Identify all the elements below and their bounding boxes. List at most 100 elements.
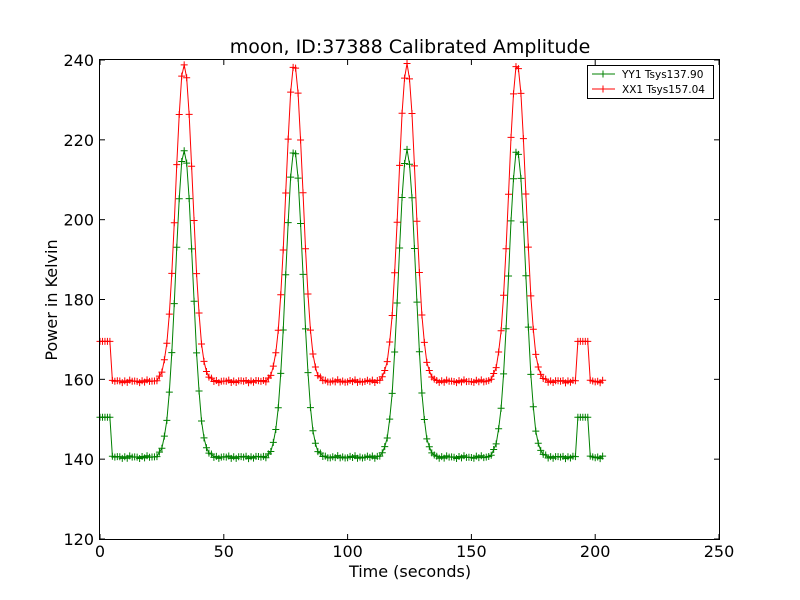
data-point [406, 160, 413, 168]
data-point [386, 338, 394, 346]
data-point [267, 371, 275, 379]
data-point [393, 218, 401, 226]
data-point [262, 378, 270, 386]
data-point [388, 389, 396, 397]
data-point [522, 272, 530, 280]
data-point [155, 448, 163, 456]
data-point [309, 350, 317, 358]
data-point [507, 133, 515, 141]
chart-title: moon, ID:37388 Calibrated Amplitude [230, 36, 591, 58]
data-point [420, 415, 428, 423]
data-point [415, 268, 423, 276]
data-point [517, 89, 525, 97]
data-point [284, 219, 292, 227]
data-point [302, 245, 310, 253]
data-point [410, 245, 418, 253]
data-point [163, 416, 171, 424]
data-point [190, 297, 198, 305]
data-point [284, 135, 292, 143]
data-point [160, 432, 168, 440]
series-0 [96, 145, 607, 463]
data-point [418, 311, 426, 319]
data-point [396, 244, 404, 252]
data-point [524, 243, 532, 251]
y-tick-label: 180 [63, 291, 94, 310]
data-point [497, 404, 505, 412]
data-point [413, 217, 421, 225]
data-point [294, 89, 302, 97]
data-point [180, 61, 188, 69]
legend-box [587, 65, 714, 99]
data-point [514, 150, 522, 158]
data-point [272, 349, 280, 357]
data-point [406, 75, 413, 83]
data-point [509, 90, 517, 98]
data-point [279, 246, 287, 254]
data-point [423, 358, 431, 366]
data-point [532, 427, 540, 435]
data-point [507, 217, 515, 225]
x-tick-label: 200 [580, 542, 611, 561]
y-tick-label: 120 [63, 530, 94, 549]
data-point [287, 88, 295, 96]
data-point [304, 369, 312, 377]
data-point [522, 190, 530, 198]
data-point [170, 300, 178, 308]
data-point [537, 370, 545, 378]
data-point [198, 340, 206, 348]
data-point [396, 161, 404, 169]
data-point [193, 270, 201, 278]
data-point [311, 363, 319, 371]
legend-label-yy1: YY1 Tsys137.90 [621, 69, 703, 81]
data-point [153, 377, 161, 385]
data-point [173, 243, 181, 251]
data-point [571, 453, 579, 461]
data-point [274, 326, 282, 334]
data-point [599, 376, 607, 384]
data-point [418, 389, 426, 397]
data-point [413, 298, 421, 306]
data-point [527, 370, 535, 378]
data-point [299, 270, 307, 278]
data-point [388, 311, 396, 319]
data-point [282, 189, 290, 197]
legend-entry-yy1: YY1 Tsys137.90 [592, 69, 703, 81]
data-point [495, 348, 503, 356]
y-tick-label: 220 [63, 131, 94, 150]
data-point [502, 325, 510, 333]
data-point [423, 435, 431, 443]
data-point [500, 291, 508, 299]
data-point [200, 434, 208, 442]
data-point [386, 415, 394, 423]
data-point [202, 368, 210, 376]
data-point [183, 159, 191, 167]
data-point [106, 413, 114, 421]
data-point [198, 417, 206, 425]
data-point [398, 109, 406, 117]
data-point [534, 439, 542, 447]
data-point [163, 339, 171, 347]
data-point [537, 446, 545, 454]
data-point [292, 150, 300, 158]
data-point [306, 326, 314, 334]
data-point [158, 368, 166, 376]
legend-label-xx1: XX1 Tsys157.04 [622, 84, 705, 96]
data-point [519, 218, 527, 226]
x-tick-label: 100 [332, 542, 363, 561]
data-point [571, 377, 579, 385]
data-point [490, 369, 498, 377]
data-point [584, 337, 592, 345]
data-point [297, 219, 305, 227]
data-point [514, 65, 522, 73]
data-point [391, 348, 399, 356]
data-point [269, 438, 277, 446]
series-1 [96, 60, 607, 387]
x-tick-label: 150 [456, 542, 487, 561]
data-point [294, 174, 302, 182]
data-point [378, 449, 386, 457]
data-point [165, 388, 173, 396]
data-point [495, 425, 503, 433]
data-point [267, 447, 275, 455]
data-point [175, 111, 183, 119]
